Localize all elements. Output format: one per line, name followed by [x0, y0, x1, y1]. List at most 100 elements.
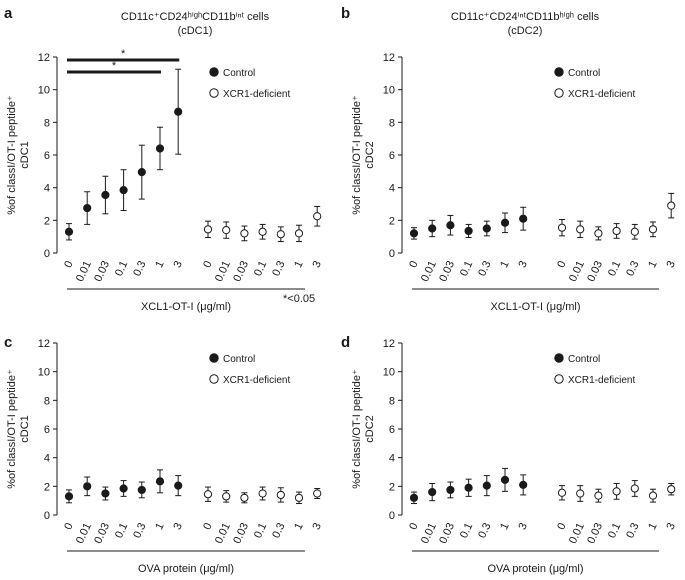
legend-label-xcr1-deficient: XCR1-deficient	[568, 89, 635, 100]
data-point-control	[174, 107, 183, 116]
data-point-xcr1-deficient	[630, 227, 639, 236]
x-tick-label: 0.01	[567, 259, 587, 283]
x-tick-label: 0.03	[92, 521, 112, 545]
title-cdc1-line1: CD11c⁺CD24ʰⁱᵍʰCD11bⁱⁿᵗ cells	[121, 11, 270, 23]
y-axis-label-line2: cDC1	[19, 141, 31, 169]
data-point-control	[428, 487, 437, 497]
x-tick-label: 0.1	[252, 521, 269, 540]
data-point-xcr1-deficient	[576, 489, 585, 498]
y-axis-label-line1: %of classI/OT-I peptide⁺	[6, 95, 18, 215]
x-tick-label: 0.03	[437, 259, 457, 283]
x-tick-label: 0	[407, 259, 420, 270]
x-tick-label: 0	[201, 521, 214, 532]
data-point-xcr1-deficient	[203, 225, 213, 234]
title-cdc1-line2: (cDC1)	[178, 25, 213, 37]
y-axis-label-line1: %of classI/OT-I peptide⁺	[351, 369, 363, 489]
x-tick-label: 1	[153, 521, 166, 532]
x-tick-label: 1	[153, 259, 166, 270]
y-tick-label: 0	[389, 510, 395, 522]
x-tick-label: 0.1	[458, 521, 475, 540]
x-tick-label: 0.01	[74, 521, 94, 545]
y-tick-label: 4	[389, 183, 395, 195]
y-tick-label: 4	[44, 453, 50, 465]
data-point-control	[174, 481, 183, 490]
x-tick-label: 0.3	[270, 521, 287, 540]
legend-marker-xcr1-deficient	[209, 374, 219, 384]
x-tick-label: 1	[646, 259, 659, 270]
x-tick-label: 1	[292, 259, 305, 270]
y-tick-label: 2	[44, 215, 50, 227]
x-tick-label: 1	[498, 259, 511, 270]
data-point-control	[500, 218, 510, 227]
y-axis-label-line2: cDC1	[19, 415, 31, 443]
y-axis-label-line2: cDC2	[364, 415, 376, 443]
x-tick-label: 0.01	[567, 521, 587, 545]
x-tick-label: 1	[292, 521, 305, 532]
x-tick-label: 0.3	[131, 521, 148, 540]
y-tick-label: 12	[38, 52, 50, 64]
data-point-xcr1-deficient	[594, 229, 603, 238]
y-tick-label: 10	[383, 367, 395, 379]
y-tick-label: 2	[389, 215, 395, 227]
data-point-xcr1-deficient	[203, 490, 213, 499]
footnote-significance: *<0.05	[283, 293, 315, 305]
panel-letter: b	[341, 5, 350, 22]
x-tick-label: 3	[664, 259, 677, 270]
x-tick-label: 3	[664, 521, 677, 532]
legend-label-xcr1-deficient: XCR1-deficient	[568, 375, 635, 386]
x-tick-label: 3	[171, 521, 184, 532]
legend-label-control: Control	[223, 354, 255, 365]
data-point-control	[519, 480, 528, 489]
x-tick-label: 0.3	[476, 521, 493, 540]
x-tick-label: 0.1	[606, 521, 623, 540]
y-tick-label: 6	[44, 150, 50, 162]
x-axis-label: XCL1-OT-I (μg/ml)	[141, 301, 231, 313]
x-tick-label: 0.03	[231, 259, 251, 283]
data-point-xcr1-deficient	[222, 492, 231, 501]
legend-label-xcr1-deficient: XCR1-deficient	[223, 89, 290, 100]
y-tick-label: 8	[44, 117, 50, 129]
y-axis-label-line1: %of classI/OT-I peptide⁺	[351, 95, 363, 215]
data-point-control	[137, 168, 146, 177]
data-point-xcr1-deficient	[630, 484, 639, 493]
title-cdc2-line2: (cDC2)	[508, 25, 543, 37]
y-tick-label: 2	[44, 481, 50, 493]
x-tick-label: 0.01	[213, 521, 233, 545]
x-tick-label: 3	[516, 521, 529, 532]
x-axis-label: OVA protein (μg/ml)	[488, 563, 584, 575]
x-tick-label: 0	[555, 521, 568, 532]
legend-marker-xcr1-deficient	[554, 88, 564, 98]
data-point-control	[428, 224, 437, 233]
legend-marker-control	[209, 353, 219, 363]
x-tick-label: 0.01	[419, 521, 439, 545]
y-tick-label: 4	[44, 183, 50, 195]
y-tick-label: 6	[389, 424, 395, 436]
data-point-xcr1-deficient	[240, 229, 249, 238]
y-tick-label: 10	[38, 367, 50, 379]
x-tick-label: 0.03	[585, 521, 605, 545]
data-point-control	[64, 227, 74, 236]
y-axis-label-line1: %of classI/OT-I peptide⁺	[6, 369, 18, 489]
data-point-xcr1-deficient	[648, 491, 658, 500]
panel-letter: c	[4, 334, 12, 351]
x-tick-label: 1	[498, 521, 511, 532]
x-tick-label: 3	[310, 521, 323, 532]
y-tick-label: 12	[38, 338, 50, 350]
data-point-control	[409, 229, 419, 238]
data-point-xcr1-deficient	[612, 226, 621, 236]
x-tick-label: 0.1	[113, 259, 130, 278]
data-point-control	[519, 214, 528, 223]
x-tick-label: 0.3	[624, 259, 641, 278]
data-point-xcr1-deficient	[557, 223, 567, 232]
y-tick-label: 10	[383, 85, 395, 97]
data-point-control	[409, 493, 419, 502]
x-axis-label: XCL1-OT-I (μg/ml)	[490, 301, 580, 313]
x-tick-label: 0.1	[458, 259, 475, 278]
y-tick-label: 8	[389, 395, 395, 407]
data-point-control	[482, 481, 491, 490]
legend-marker-xcr1-deficient	[554, 374, 564, 384]
y-tick-label: 0	[389, 248, 395, 260]
